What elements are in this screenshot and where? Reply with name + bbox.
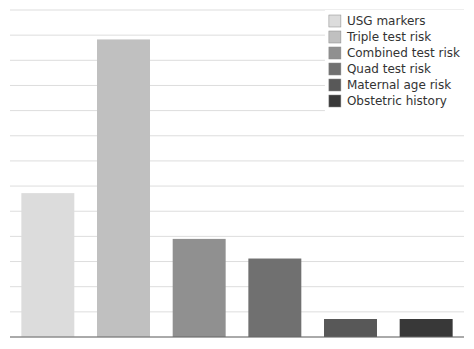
legend-label: Triple test risk [346,30,431,44]
legend-swatch [329,15,341,27]
legend-swatch [329,79,341,91]
grid-line [10,337,464,338]
legend-label: Quad test risk [347,62,431,76]
bar [97,39,150,337]
grid-line [10,286,464,287]
legend-label: Combined test risk [347,46,460,60]
grid-line [10,186,464,187]
bar [324,319,377,337]
legend-background [325,10,464,112]
bar [173,239,226,337]
bars [21,39,452,337]
bar [248,259,301,337]
grid-line [10,236,464,237]
x-axis [10,337,464,338]
chart: USG markers Triple test risk Combined test… [0,0,474,349]
legend-swatch [329,31,341,43]
legend: USG markers Triple test risk Combined test… [325,10,464,112]
grid-line [10,135,464,136]
bar [21,193,74,337]
grid-line [10,261,464,262]
grid-line [10,160,464,161]
grid-line [10,311,464,312]
legend-label: Maternal age risk [347,78,451,92]
bar [400,319,453,337]
grid [10,10,464,337]
grid-line [10,211,464,212]
legend-swatch [329,95,341,107]
legend-swatch [329,47,341,59]
legend-label: Obstetric history [347,94,447,108]
legend-swatch [329,63,341,75]
legend-label: USG markers [347,14,426,28]
